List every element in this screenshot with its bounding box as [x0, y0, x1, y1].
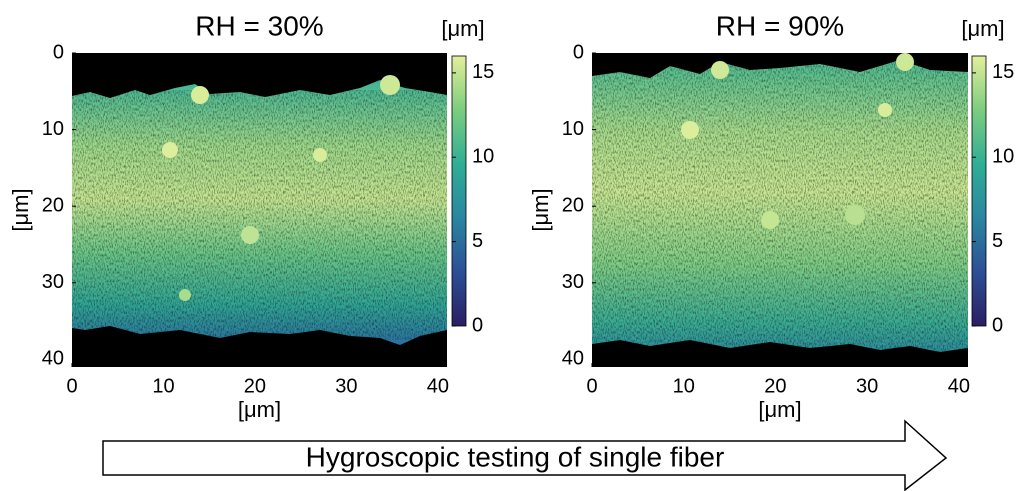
annotation: Hygroscopic testing of single fiber	[306, 441, 725, 472]
x-tick-label: 10	[152, 375, 174, 397]
x-tick-label: 20	[764, 375, 786, 397]
x-tick-label: 0	[586, 375, 597, 397]
colorbar-tick-label: 5	[992, 230, 1003, 252]
x-axis-label: [μm]	[238, 397, 281, 422]
colorbar-tick-label: 5	[472, 230, 483, 252]
colorbar-label: [μm]	[961, 16, 1004, 41]
y-tick-label: 30	[562, 271, 584, 293]
fiber-image	[72, 53, 447, 367]
x-tick-label: 40	[427, 375, 449, 397]
colorbar-tick-label: 15	[992, 61, 1014, 83]
chart-title: RH = 90%	[716, 10, 844, 41]
y-tick-label: 20	[562, 194, 584, 216]
y-tick-label: 0	[53, 41, 64, 63]
colorbar	[971, 55, 987, 327]
colorbar-tick-label: 10	[472, 146, 494, 168]
x-tick-label: 10	[673, 375, 695, 397]
fiber-image	[592, 53, 968, 367]
x-tick-label: 40	[948, 375, 970, 397]
x-tick-label: 0	[66, 375, 77, 397]
arrow	[102, 419, 948, 491]
colorbar-tick-label: 10	[992, 146, 1014, 168]
y-tick-label: 30	[42, 271, 64, 293]
y-tick-label: 40	[42, 348, 64, 370]
y-tick-label: 0	[573, 41, 584, 63]
y-tick-label: 10	[42, 118, 64, 140]
colorbar-tick-label: 15	[472, 61, 494, 83]
colorbar	[451, 55, 467, 327]
x-tick-label: 30	[335, 375, 357, 397]
colorbar-label: [μm]	[441, 16, 484, 41]
colorbar-tick-label: 0	[472, 314, 483, 336]
x-tick-label: 30	[856, 375, 878, 397]
x-tick-label: 20	[244, 375, 266, 397]
colorbar-tick-label: 0	[992, 314, 1003, 336]
y-tick-label: 40	[562, 348, 584, 370]
y-axis-label: [μm]	[528, 188, 553, 231]
x-axis-label: [μm]	[758, 397, 801, 422]
y-axis-label: [μm]	[8, 188, 33, 231]
y-tick-label: 20	[42, 194, 64, 216]
y-tick-label: 10	[562, 118, 584, 140]
chart-title: RH = 30%	[195, 10, 323, 41]
